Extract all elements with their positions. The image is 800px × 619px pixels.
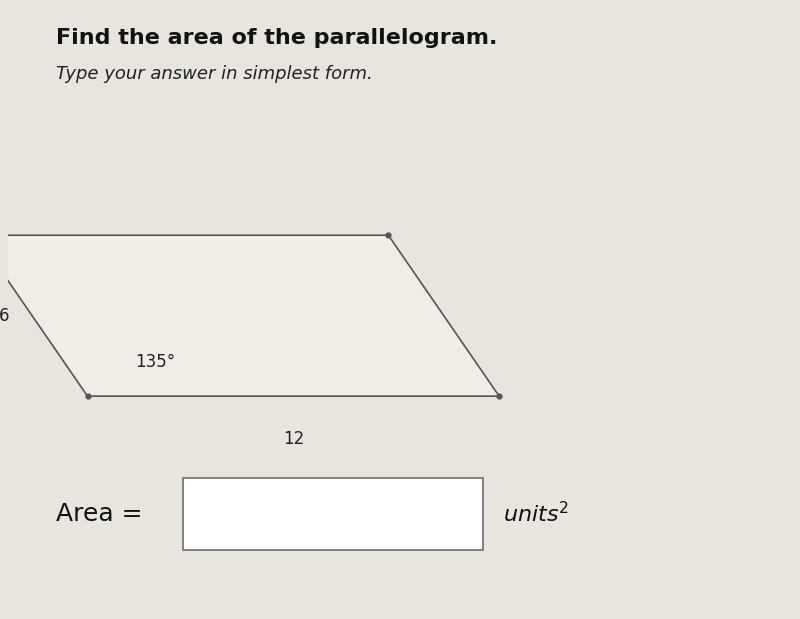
Text: 12: 12 [282,430,304,448]
Text: 135°: 135° [135,353,175,371]
FancyBboxPatch shape [182,478,483,550]
Text: Area =: Area = [56,502,142,526]
Text: 6: 6 [0,306,10,325]
Polygon shape [0,235,499,396]
Text: Find the area of the parallelogram.: Find the area of the parallelogram. [56,28,498,48]
Text: Type your answer in simplest form.: Type your answer in simplest form. [56,65,373,83]
Text: $\mathit{units}^2$: $\mathit{units}^2$ [503,501,569,526]
